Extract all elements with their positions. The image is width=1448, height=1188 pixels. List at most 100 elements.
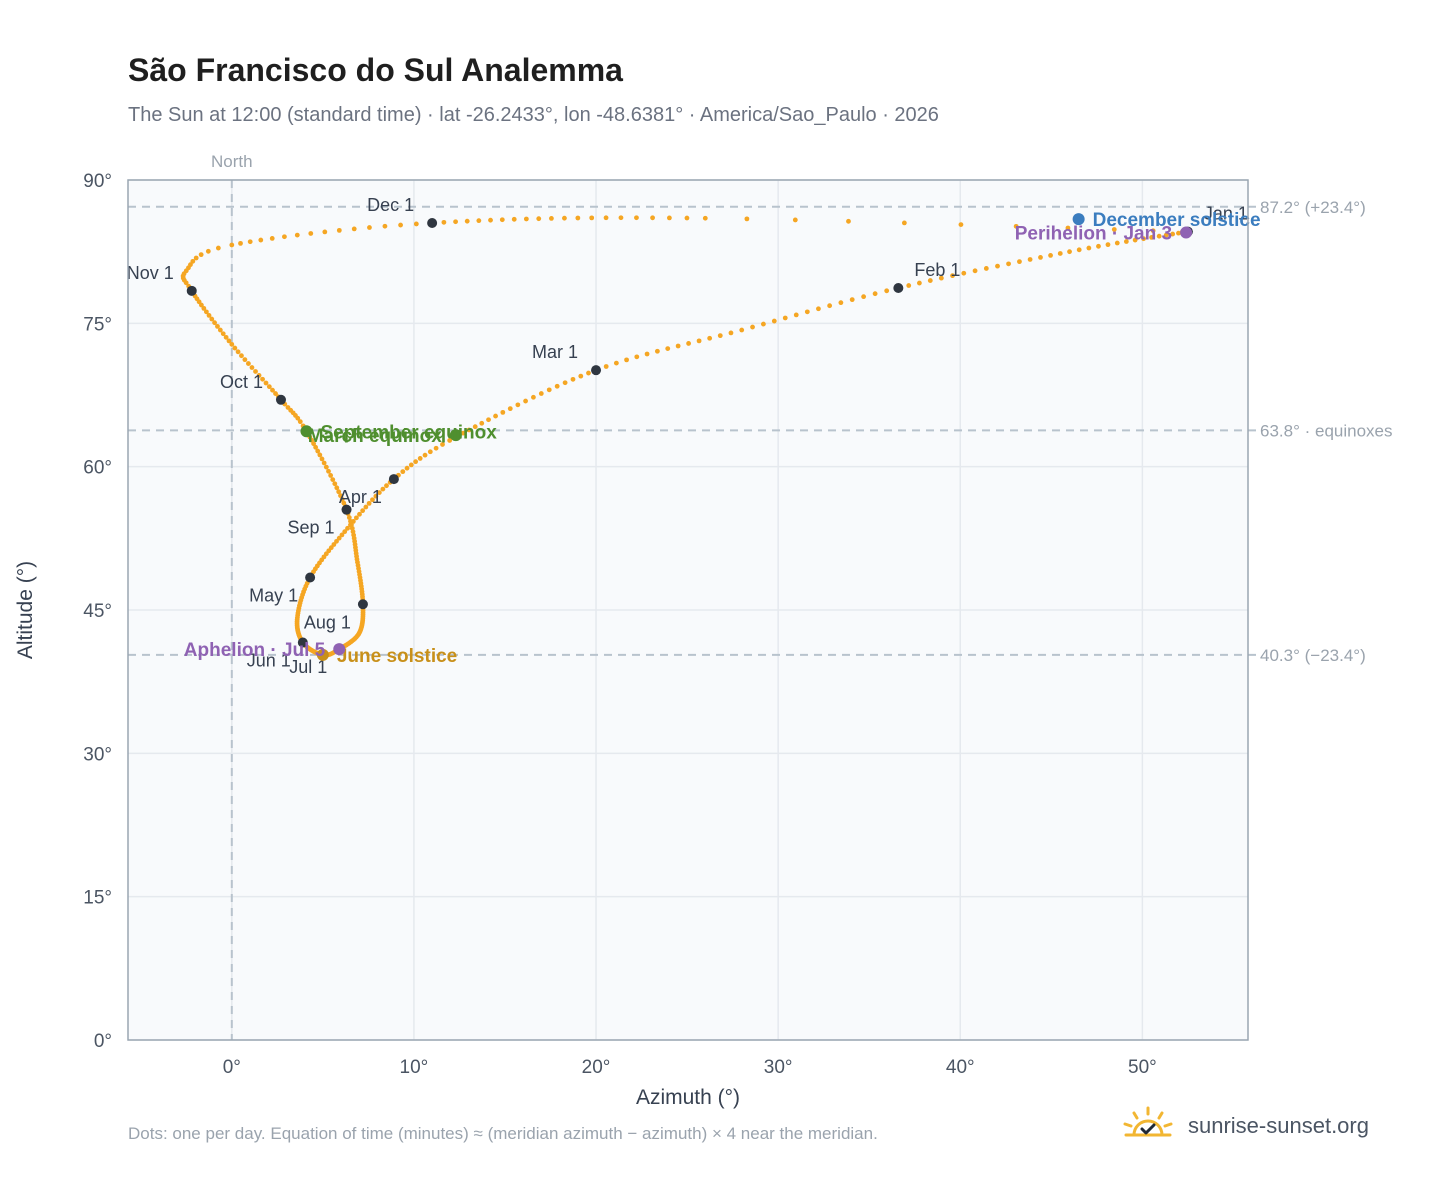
daily-sun-dot bbox=[958, 222, 964, 228]
y-tick-label: 60° bbox=[83, 458, 112, 479]
x-tick-label: 20° bbox=[582, 1057, 611, 1078]
brand-text[interactable]: sunrise-sunset.org bbox=[1188, 1113, 1369, 1138]
daily-sun-dot bbox=[872, 291, 878, 297]
reference-line-label: 87.2° (+23.4°) bbox=[1260, 198, 1366, 217]
daily-sun-dot bbox=[226, 338, 232, 344]
axis-ticks: 0° 10° 20° 30° 40° 50° 0° 15° 30° 45° 60° 75° 90° bbox=[83, 171, 1156, 1078]
daily-sun-dot bbox=[382, 223, 388, 229]
daily-sun-dot bbox=[961, 270, 967, 276]
daily-sun-dot bbox=[466, 427, 472, 433]
daily-sun-dot bbox=[373, 493, 379, 499]
daily-sun-dot bbox=[238, 240, 243, 246]
daily-sun-dot bbox=[460, 430, 466, 436]
daily-sun-dot bbox=[260, 376, 265, 382]
daily-sun-dot bbox=[1149, 235, 1155, 240]
daily-sun-dot bbox=[413, 459, 419, 465]
daily-sun-dot bbox=[511, 216, 517, 222]
month-marker bbox=[305, 572, 316, 583]
daily-sun-dot bbox=[1132, 237, 1138, 243]
daily-sun-dot bbox=[190, 258, 196, 264]
daily-sun-dot bbox=[232, 345, 238, 351]
daily-sun-dot bbox=[334, 538, 339, 544]
daily-sun-dot bbox=[750, 324, 755, 330]
month-marker bbox=[341, 504, 352, 515]
daily-sun-dot bbox=[404, 465, 410, 471]
daily-sun-dot bbox=[332, 481, 338, 487]
event-label: December solstice bbox=[1093, 210, 1261, 231]
daily-sun-dot bbox=[472, 424, 478, 430]
month-marker bbox=[591, 365, 602, 376]
daily-sun-dot bbox=[256, 372, 262, 378]
daily-sun-dot bbox=[950, 273, 955, 279]
y-tick-label: 45° bbox=[83, 601, 112, 622]
daily-sun-dot bbox=[239, 353, 244, 359]
daily-sun-dot bbox=[346, 515, 352, 520]
month-marker-label: Nov 1 bbox=[127, 263, 174, 283]
daily-sun-dot bbox=[193, 255, 199, 261]
daily-sun-dot bbox=[366, 500, 372, 506]
event-marker bbox=[300, 425, 313, 438]
daily-sun-dot bbox=[376, 490, 382, 495]
daily-sun-dot bbox=[804, 309, 810, 315]
chart-title: São Francisco do Sul Analemma bbox=[128, 52, 623, 88]
daily-sun-dot bbox=[717, 333, 723, 339]
daily-sun-dot bbox=[220, 331, 226, 337]
daily-sun-dot bbox=[384, 483, 389, 489]
daily-sun-dot bbox=[728, 330, 734, 336]
daily-sun-dot bbox=[1038, 254, 1043, 260]
daily-sun-dot bbox=[906, 283, 912, 288]
daily-sun-dot bbox=[1096, 243, 1101, 249]
month-marker-label: Dec 1 bbox=[367, 195, 414, 215]
daily-sun-dot bbox=[398, 222, 403, 228]
daily-sun-dot bbox=[1067, 249, 1072, 255]
month-marker-label: Jun 1 bbox=[247, 650, 291, 670]
daily-sun-dot bbox=[242, 357, 248, 363]
brand[interactable]: sunrise-sunset.org bbox=[1120, 1104, 1369, 1148]
daily-sun-dot bbox=[453, 219, 458, 225]
daily-sun-dot bbox=[634, 215, 639, 221]
month-marker-label: Oct 1 bbox=[220, 372, 263, 392]
daily-sun-dot bbox=[294, 232, 300, 238]
daily-sun-dot bbox=[578, 373, 584, 379]
daily-sun-dot bbox=[282, 234, 287, 240]
daily-sun-dot bbox=[247, 239, 253, 245]
daily-sun-dot bbox=[334, 485, 340, 491]
daily-sun-dot bbox=[1176, 230, 1181, 236]
daily-sun-dot bbox=[586, 370, 591, 376]
daily-sun-dot bbox=[322, 229, 328, 235]
month-marker bbox=[275, 394, 286, 405]
daily-sun-dot bbox=[201, 305, 207, 311]
daily-sun-dot bbox=[554, 383, 560, 389]
daily-sun-dot bbox=[249, 365, 255, 370]
daily-sun-dot bbox=[917, 280, 922, 286]
daily-sun-dot bbox=[1017, 259, 1022, 265]
daily-sun-dot bbox=[253, 369, 258, 374]
daily-sun-dot bbox=[782, 315, 788, 321]
daily-sun-dot bbox=[500, 409, 506, 415]
event-label: June solstice bbox=[337, 646, 457, 667]
daily-sun-dot bbox=[351, 226, 357, 232]
daily-sun-dot bbox=[827, 303, 833, 309]
month-marker-label: Mar 1 bbox=[532, 342, 578, 362]
daily-sun-dot bbox=[198, 252, 204, 258]
daily-sun-dot bbox=[654, 348, 660, 354]
month-marker-label: Sep 1 bbox=[287, 518, 334, 538]
daily-sun-dot bbox=[665, 346, 671, 351]
daily-sun-dot bbox=[901, 220, 907, 226]
daily-sun-dot bbox=[1048, 252, 1053, 258]
daily-sun-dot bbox=[1076, 247, 1082, 253]
daily-sun-dot bbox=[1013, 223, 1019, 229]
x-tick-label: 40° bbox=[946, 1057, 975, 1078]
daily-sun-dot bbox=[263, 380, 269, 386]
daily-sun-dot bbox=[675, 343, 681, 349]
daily-sun-dot bbox=[644, 351, 650, 357]
daily-sun-dot bbox=[341, 500, 347, 506]
daily-sun-dot bbox=[349, 522, 354, 528]
daily-sun-dot bbox=[575, 215, 581, 221]
daily-sun-dot bbox=[650, 215, 655, 221]
month-marker bbox=[357, 599, 368, 610]
daily-sun-dot bbox=[370, 497, 375, 503]
plot-frame bbox=[127, 179, 1249, 1041]
month-marker-label: Aug 1 bbox=[304, 612, 351, 632]
